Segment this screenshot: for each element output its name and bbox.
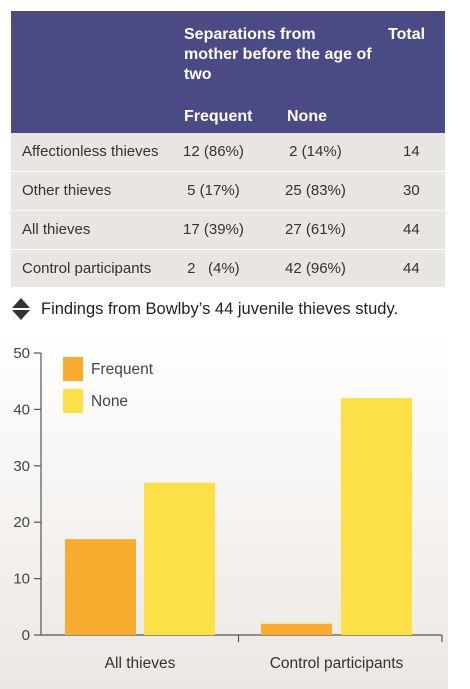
none-column-header: None	[287, 108, 327, 125]
legend-label-frequent: Frequent	[91, 361, 154, 378]
legend-swatch-frequent	[63, 357, 83, 381]
total-cell: 30	[403, 182, 420, 199]
total-column-header: Total	[388, 26, 426, 43]
row-label: Control participants	[22, 260, 152, 277]
x-category-label: Control participants	[270, 655, 404, 672]
frequent-cell: 12 (86%)	[183, 143, 244, 160]
bar-frequent-all-thieves	[65, 539, 136, 635]
legend-swatch-none	[63, 389, 83, 413]
total-cell: 44	[403, 260, 420, 277]
bar-chart: 0 10 20 30 40 50 All thieves Control participan…	[13, 345, 443, 672]
figure-caption: Findings from Bowlby’s 44 juvenile thiev…	[12, 296, 462, 322]
table-row: Control participants 2 (4%) 42 (96%) 44	[11, 250, 445, 288]
table-row: Affectionless thieves 12 (86%) 2 (14%) 1…	[11, 133, 445, 172]
y-tick-label: 30	[13, 458, 30, 475]
y-tick-label: 0	[22, 627, 30, 644]
frequent-cell: 5 (17%)	[183, 182, 240, 199]
frequent-cell: 17 (39%)	[183, 221, 244, 238]
table-row: All thieves 17 (39%) 27 (61%) 44	[11, 211, 445, 250]
bar-none-all-thieves	[144, 482, 215, 635]
total-cell: 44	[403, 221, 420, 238]
table-row: Other thieves 5 (17%) 25 (83%) 30	[11, 172, 445, 211]
bar-frequent-control-participants	[261, 623, 332, 635]
y-tick-label: 10	[13, 571, 30, 588]
table-header: Separations from mother before the age o…	[11, 11, 445, 133]
frequent-column-header: Frequent	[184, 108, 253, 125]
y-tick-label: 40	[13, 401, 30, 418]
frequent-cell: 2 (4%)	[183, 260, 240, 277]
results-table: Separations from mother before the age o…	[11, 11, 445, 287]
row-label: Other thieves	[22, 182, 112, 199]
up-down-triangle-icon	[12, 298, 30, 320]
bar-none-control-participants	[341, 398, 412, 635]
row-label: All thieves	[22, 221, 91, 238]
none-cell: 42 (96%)	[285, 260, 346, 277]
y-tick-label: 50	[13, 345, 30, 362]
none-cell: 2 (14%)	[285, 143, 342, 160]
row-label: Affectionless thieves	[22, 143, 159, 160]
separations-column-header: Separations from mother before the age o…	[184, 26, 372, 83]
total-cell: 14	[403, 143, 420, 160]
none-cell: 27 (61%)	[285, 221, 346, 238]
caption-text: Findings from Bowlby’s 44 juvenile thiev…	[41, 300, 399, 318]
legend-label-none: None	[91, 393, 128, 410]
x-category-label: All thieves	[105, 655, 176, 672]
y-tick-label: 20	[13, 514, 30, 531]
none-cell: 25 (83%)	[285, 182, 346, 199]
